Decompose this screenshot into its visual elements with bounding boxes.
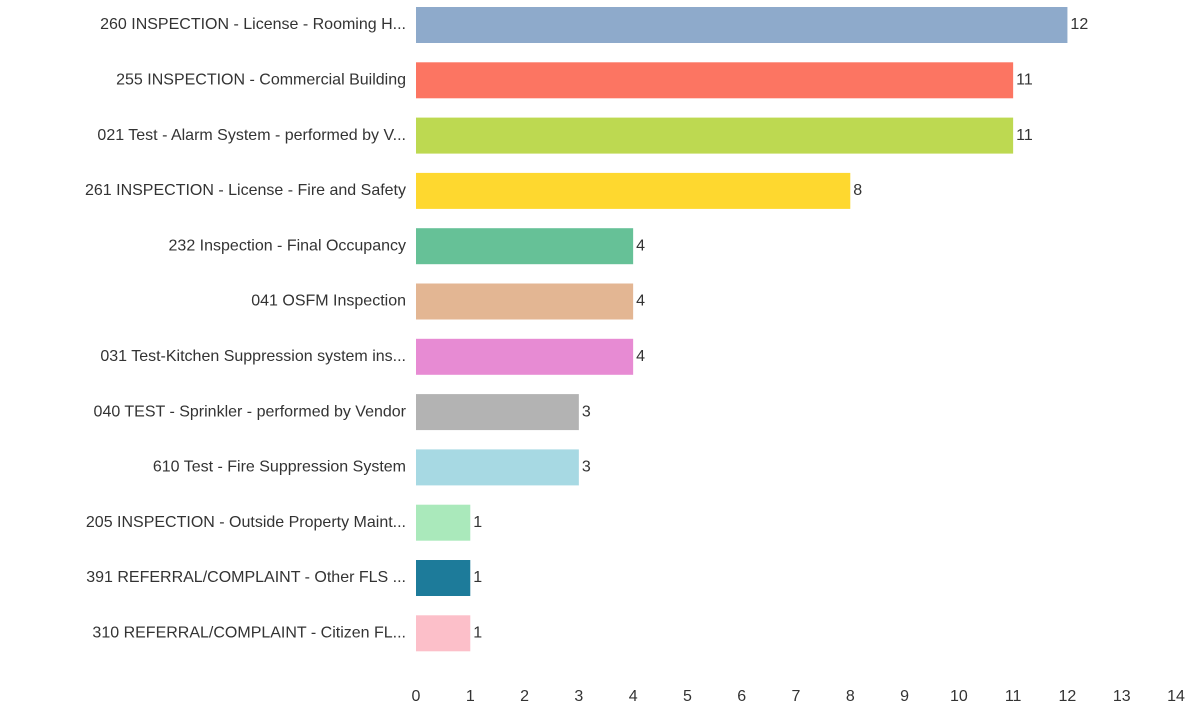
x-tick-label: 5 (683, 688, 692, 705)
y-tick-label: 031 Test-Kitchen Suppression system ins.… (100, 348, 406, 365)
bar (416, 338, 634, 375)
y-tick-label: 205 INSPECTION - Outside Property Maint.… (86, 514, 406, 531)
y-tick-label: 255 INSPECTION - Commercial Building (116, 72, 406, 89)
y-tick-label: 391 REFERRAL/COMPLAINT - Other FLS ... (86, 569, 406, 586)
value-label: 12 (1070, 16, 1088, 33)
x-tick-label: 0 (412, 688, 421, 705)
value-label: 1 (473, 514, 482, 531)
x-tick-label: 2 (520, 688, 529, 705)
y-tick-label: 610 Test - Fire Suppression System (153, 459, 406, 476)
bar (416, 117, 1014, 154)
value-label: 11 (1016, 72, 1033, 89)
value-label: 4 (636, 237, 645, 254)
y-tick-label: 261 INSPECTION - License - Fire and Safe… (85, 182, 406, 199)
x-tick-label: 12 (1059, 688, 1077, 705)
value-label: 1 (473, 569, 482, 586)
bar (416, 394, 579, 431)
bar (416, 62, 1014, 99)
bar (416, 560, 471, 596)
bar (416, 504, 471, 541)
y-tick-label: 232 Inspection - Final Occupancy (169, 237, 406, 254)
value-label: 1 (473, 625, 482, 642)
x-tick-label: 1 (466, 688, 475, 705)
y-tick-label: 260 INSPECTION - License - Rooming H... (100, 16, 406, 33)
value-label: 8 (853, 182, 862, 199)
x-tick-label: 7 (792, 688, 801, 705)
bar (416, 172, 851, 209)
value-label: 4 (636, 293, 645, 310)
value-label: 11 (1016, 127, 1033, 144)
y-tick-label: 021 Test - Alarm System - performed by V… (97, 127, 406, 144)
value-label: 3 (582, 403, 591, 420)
x-tick-label: 9 (900, 688, 909, 705)
bar (416, 228, 634, 265)
x-tick-label: 4 (629, 688, 638, 705)
x-tick-label: 6 (737, 688, 746, 705)
bar (416, 449, 579, 486)
x-tick-label: 3 (574, 688, 583, 705)
y-tick-label: 310 REFERRAL/COMPLAINT - Citizen FL... (92, 625, 406, 642)
value-label: 4 (636, 348, 645, 365)
y-tick-label: 040 TEST - Sprinkler - performed by Vend… (94, 403, 407, 420)
bar (416, 283, 634, 320)
y-tick-label: 041 OSFM Inspection (251, 293, 406, 310)
value-label: 3 (582, 459, 591, 476)
x-tick-label: 8 (846, 688, 855, 705)
bar (416, 615, 471, 652)
bar (416, 7, 1068, 43)
x-tick-label: 14 (1167, 688, 1185, 705)
x-tick-label: 10 (950, 688, 968, 705)
x-tick-label: 13 (1113, 688, 1131, 705)
x-tick-label: 11 (1005, 688, 1022, 705)
